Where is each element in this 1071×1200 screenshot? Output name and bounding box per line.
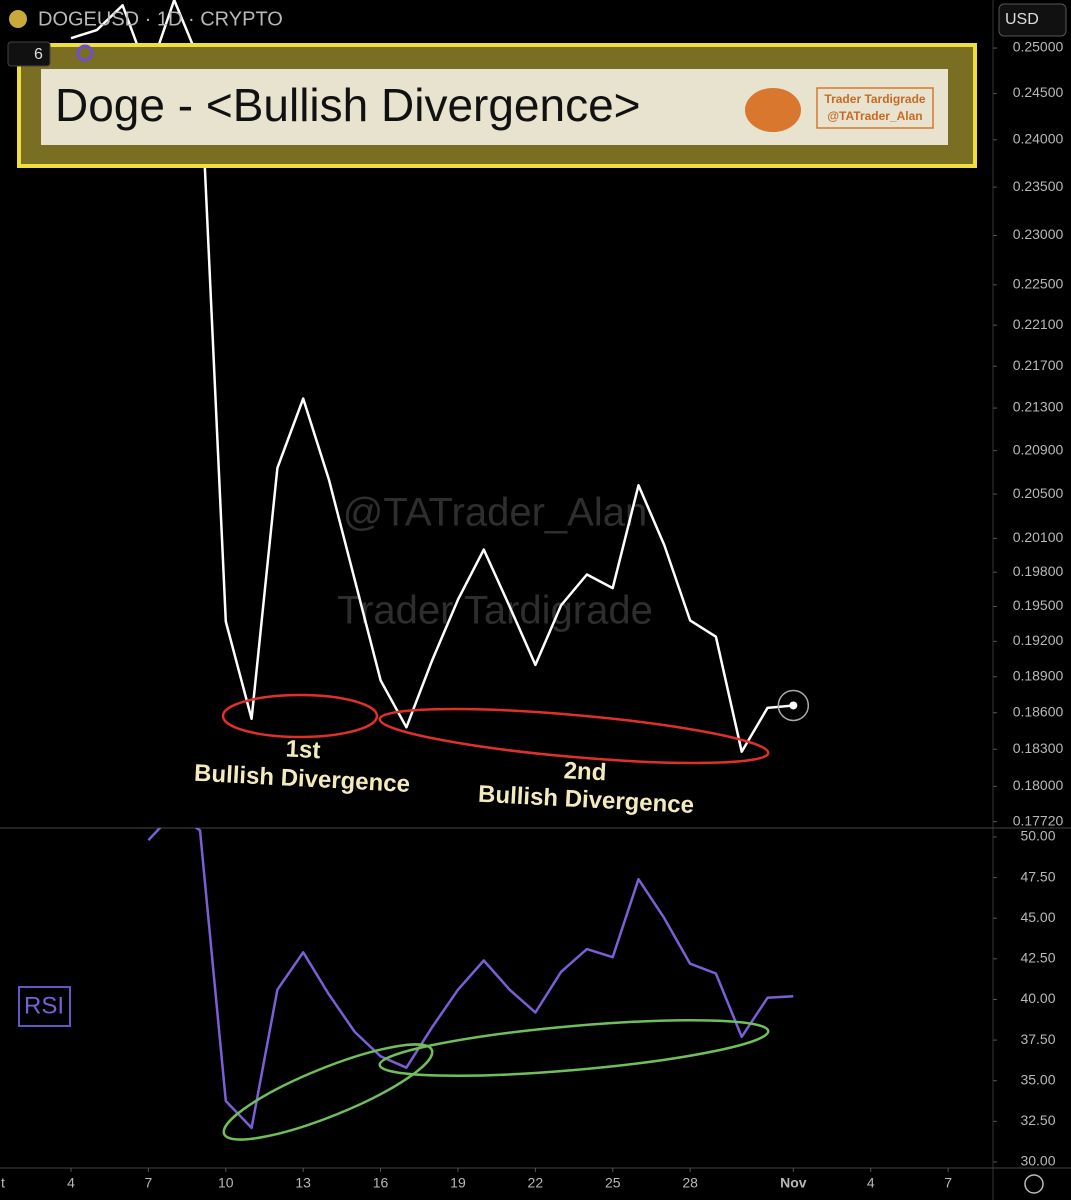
rsi-label: RSI <box>24 992 64 1019</box>
indicator-count: 6 <box>34 46 43 63</box>
y-tick-label: 37.50 <box>1020 1031 1055 1047</box>
y-tick-label: 0.22500 <box>1013 276 1064 292</box>
y-tick-label: 35.00 <box>1020 1071 1055 1087</box>
x-tick-label: 7 <box>944 1175 952 1191</box>
price-line <box>147 828 794 1130</box>
y-tick-label: 0.20100 <box>1013 529 1064 545</box>
annotation: 1st <box>285 735 321 764</box>
logo <box>745 88 801 132</box>
x-tick-label: 22 <box>528 1175 544 1191</box>
y-tick-label: 0.24500 <box>1013 84 1064 100</box>
x-tick-label: Nov <box>780 1175 807 1191</box>
y-tick-label: 0.18900 <box>1013 667 1064 683</box>
y-tick-label: 45.00 <box>1020 909 1055 925</box>
y-tick-label: 50.00 <box>1020 828 1055 844</box>
y-tick-label: 0.19500 <box>1013 597 1064 613</box>
x-tick-label: 16 <box>373 1175 389 1191</box>
y-tick-label: 40.00 <box>1020 990 1055 1006</box>
x-tick-label: 4 <box>867 1175 875 1191</box>
y-tick-label: 0.19200 <box>1013 632 1064 648</box>
y-tick-label: 30.00 <box>1020 1153 1055 1169</box>
x-tick-label: 10 <box>218 1175 234 1191</box>
y-tick-label: 0.25000 <box>1013 39 1064 55</box>
y-tick-label: 0.20500 <box>1013 485 1064 501</box>
indicator-icon[interactable] <box>76 44 94 62</box>
y-tick-label: 0.23500 <box>1013 178 1064 194</box>
settings-button[interactable] <box>1024 1174 1044 1194</box>
y-tick-label: 0.22100 <box>1013 316 1064 332</box>
y-tick-label: 0.20900 <box>1013 441 1064 457</box>
y-tick-label: 0.23000 <box>1013 226 1064 242</box>
brand: Trader Tardigrade <box>824 92 925 106</box>
y-tick-label: 0.24000 <box>1013 130 1064 146</box>
last-price-ring <box>777 689 810 722</box>
y-tick-label: 47.50 <box>1020 868 1055 884</box>
y-tick-label: 32.50 <box>1020 1112 1055 1128</box>
y-tick-label: 0.18300 <box>1013 740 1064 756</box>
watermark: @TATrader_Alan <box>343 491 647 535</box>
y-tick-label: 0.21700 <box>1013 357 1064 373</box>
y-tick-label: 0.18000 <box>1013 777 1064 793</box>
banner-title: Doge - <Bullish Divergence> <box>55 79 641 131</box>
divergence-ellipse <box>221 693 379 739</box>
y-tick-label: 0.17720 <box>1013 812 1064 828</box>
x-tick-label: t <box>1 1175 5 1191</box>
symbol-icon <box>9 10 27 28</box>
x-tick-label: 4 <box>67 1175 75 1191</box>
divergence-ellipse <box>378 707 770 765</box>
price-line <box>70 0 794 753</box>
x-tick-label: 28 <box>682 1175 698 1191</box>
y-tick-label: 0.19800 <box>1013 563 1064 579</box>
x-tick-label: 19 <box>450 1175 466 1191</box>
brand-handle: @TATrader_Alan <box>827 109 922 123</box>
currency: USD <box>1005 11 1039 28</box>
watermark: Trader Tardigrade <box>337 589 653 633</box>
y-tick-label: 0.18600 <box>1013 703 1064 719</box>
y-tick-label: 0.21300 <box>1013 399 1064 415</box>
rsi-label-box <box>18 986 71 1027</box>
annotation: 2nd <box>563 757 607 786</box>
x-tick-label: 13 <box>295 1175 311 1191</box>
brand-box <box>816 87 934 129</box>
x-tick-label: 7 <box>144 1175 152 1191</box>
last-price-dot <box>789 701 798 710</box>
indicator-toggle[interactable] <box>7 41 51 67</box>
symbol[interactable]: DOGEUSD · 1D · CRYPTO <box>38 8 283 30</box>
divergence-ellipse <box>222 1043 434 1141</box>
y-tick-label: 42.50 <box>1020 950 1055 966</box>
currency-button[interactable] <box>998 3 1067 37</box>
divergence-ellipse <box>378 1019 770 1077</box>
x-tick-label: 25 <box>605 1175 621 1191</box>
